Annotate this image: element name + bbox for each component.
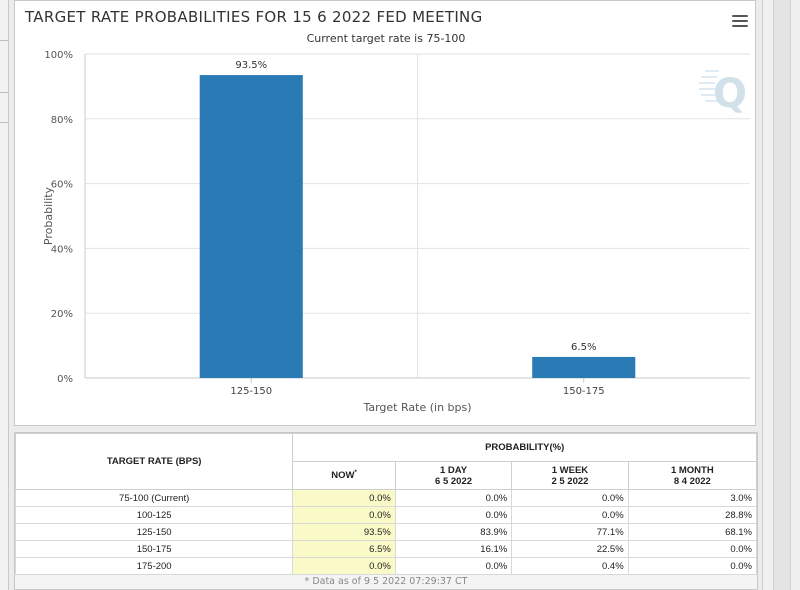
y-tick-label: 40% [51, 244, 73, 255]
now-cell: 93.5% [292, 523, 396, 541]
scrollbar-track[interactable] [773, 0, 791, 590]
x-axis-title: Target Rate (in bps) [362, 401, 471, 414]
value-cell: 22.5% [511, 540, 629, 558]
value-cell: 0.4% [511, 557, 629, 575]
chart-subtitle: Current target rate is 75-100 [306, 32, 466, 45]
value-cell: 0.0% [394, 557, 513, 575]
probability-table-panel: TARGET RATE (BPS) PROBABILITY(%) NOW* 1 … [14, 432, 758, 590]
y-tick-label: 100% [44, 50, 73, 61]
col-header-now: NOW* [292, 461, 396, 490]
probability-table: TARGET RATE (BPS) PROBABILITY(%) NOW* 1 … [15, 433, 757, 575]
y-tick-label: 0% [57, 374, 73, 385]
probability-header: PROBABILITY(%) [292, 433, 757, 462]
data-label: 6.5% [571, 342, 596, 353]
table-row: 175-200 0.0% 0.0% 0.4% 0.0% [15, 557, 757, 575]
value-cell: 77.1% [511, 523, 629, 541]
value-cell: 0.0% [627, 540, 757, 558]
chart-panel: TARGET RATE PROBABILITIES FOR 15 6 2022 … [14, 0, 756, 426]
rate-cell: 75-100 (Current) [15, 489, 294, 507]
data-label: 93.5% [235, 60, 267, 71]
data-timestamp-footnote: * Data as of 9 5 2022 07:29:37 CT [15, 575, 757, 589]
now-cell: 0.0% [292, 506, 396, 524]
y-axis-title: Probability [42, 186, 55, 245]
value-cell: 0.0% [394, 506, 513, 524]
y-tick-label: 20% [51, 309, 73, 320]
bar-125-150 [199, 75, 303, 378]
table-row: 150-175 6.5% 16.1% 22.5% 0.0% [15, 540, 757, 558]
col-header-1-day: 1 DAY 6 5 2022 [394, 461, 513, 490]
value-cell: 16.1% [394, 540, 513, 558]
table-row: 125-150 93.5% 83.9% 77.1% 68.1% [15, 523, 757, 541]
value-cell: 0.0% [511, 506, 629, 524]
rate-cell: 100-125 [15, 506, 294, 524]
value-cell: 3.0% [627, 489, 757, 507]
rate-cell: 175-200 [15, 557, 294, 575]
rate-cell: 150-175 [15, 540, 294, 558]
now-cell: 0.0% [292, 557, 396, 575]
table-row: 100-125 0.0% 0.0% 0.0% 28.8% [15, 506, 757, 524]
chart-title: TARGET RATE PROBABILITIES FOR 15 6 2022 … [25, 8, 483, 26]
value-cell: 0.0% [511, 489, 629, 507]
left-app-frame [0, 0, 9, 590]
value-cell: 68.1% [627, 523, 757, 541]
col-header-1-month: 1 MONTH 8 4 2022 [627, 461, 757, 490]
y-tick-label: 80% [51, 115, 73, 126]
x-tick-label: 125-150 [230, 386, 272, 397]
value-cell: 0.0% [394, 489, 513, 507]
svg-text:Q: Q [713, 71, 747, 117]
table-row: 75-100 (Current) 0.0% 0.0% 0.0% 3.0% [15, 489, 757, 507]
value-cell: 28.8% [627, 506, 757, 524]
bar-150-175 [532, 356, 636, 378]
rate-cell: 125-150 [15, 523, 294, 541]
right-scrollbar-frame[interactable] [762, 0, 800, 590]
value-cell: 0.0% [627, 557, 757, 575]
target-rate-header: TARGET RATE (BPS) [15, 433, 294, 490]
q-logo-icon: Q [699, 70, 747, 117]
now-cell: 0.0% [292, 489, 396, 507]
col-header-1-week: 1 WEEK 2 5 2022 [511, 461, 629, 490]
value-cell: 83.9% [394, 523, 513, 541]
now-cell: 6.5% [292, 540, 396, 558]
bar-chart: Q 0% 20% 40% 60% 80% 100% 93.5% 125-150 6.5% 150-… [42, 50, 750, 414]
hamburger-menu-icon[interactable] [732, 15, 748, 29]
x-tick-label: 150-175 [563, 386, 605, 397]
y-tick-label: 60% [51, 180, 73, 191]
